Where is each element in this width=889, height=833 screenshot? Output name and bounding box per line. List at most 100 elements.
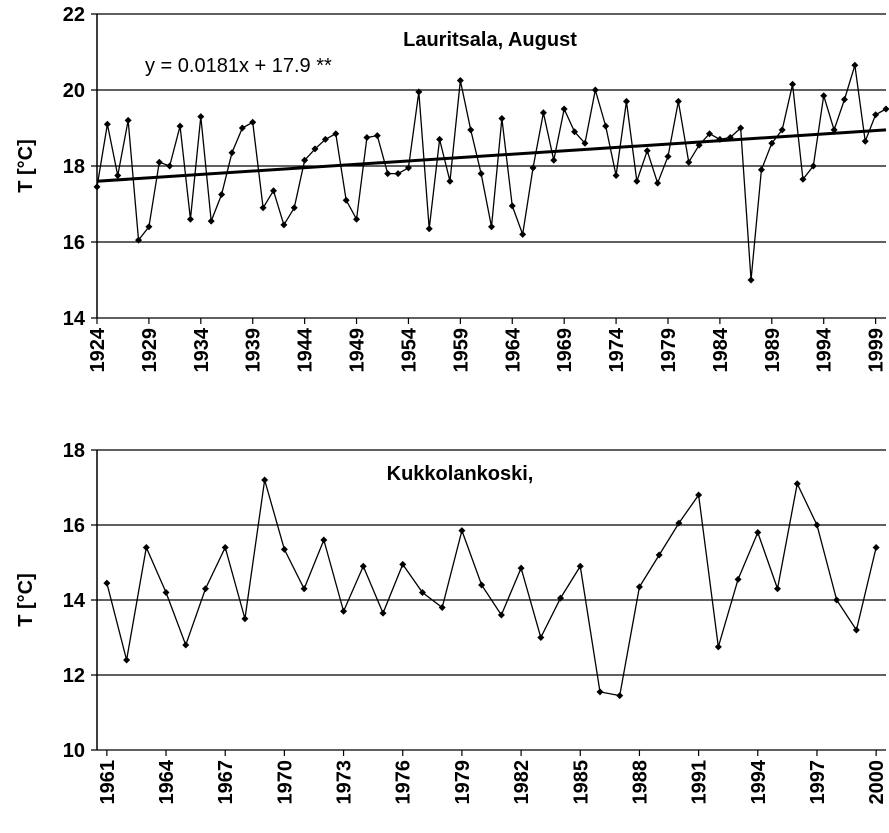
x-tick-label: 1964 bbox=[502, 327, 524, 372]
y-tick-label: 18 bbox=[63, 440, 85, 462]
marker bbox=[754, 529, 761, 536]
marker bbox=[156, 159, 163, 166]
marker bbox=[789, 81, 796, 88]
x-tick-label: 1970 bbox=[274, 760, 296, 805]
marker bbox=[715, 643, 722, 650]
marker bbox=[613, 172, 620, 179]
annotation: Kukkolankoski, bbox=[387, 463, 534, 485]
marker bbox=[360, 563, 367, 570]
marker bbox=[202, 585, 209, 592]
marker bbox=[872, 111, 879, 118]
y-axis-label: T [°C] bbox=[15, 139, 37, 193]
y-tick-label: 12 bbox=[63, 665, 85, 687]
marker bbox=[218, 191, 225, 198]
series-line bbox=[107, 480, 876, 696]
marker bbox=[478, 170, 485, 177]
marker bbox=[550, 157, 557, 164]
x-tick-label: 1967 bbox=[215, 760, 237, 805]
marker bbox=[125, 117, 132, 124]
marker bbox=[656, 552, 663, 559]
marker bbox=[774, 585, 781, 592]
marker bbox=[182, 642, 189, 649]
x-tick-label: 1988 bbox=[629, 760, 651, 805]
marker bbox=[380, 610, 387, 617]
marker bbox=[735, 576, 742, 583]
marker bbox=[685, 159, 692, 166]
marker bbox=[446, 178, 453, 185]
x-tick-label: 1949 bbox=[347, 328, 369, 373]
marker bbox=[343, 197, 350, 204]
x-tick-label: 2000 bbox=[866, 760, 888, 805]
marker bbox=[123, 657, 130, 664]
y-axis-label: T [°C] bbox=[15, 573, 37, 627]
marker bbox=[820, 92, 827, 99]
marker bbox=[664, 153, 671, 160]
marker bbox=[636, 583, 643, 590]
marker bbox=[623, 98, 630, 105]
marker bbox=[228, 149, 235, 156]
y-tick-label: 16 bbox=[63, 515, 85, 537]
marker bbox=[163, 589, 170, 596]
y-tick-label: 20 bbox=[63, 80, 85, 102]
x-tick-label: 1979 bbox=[452, 760, 474, 805]
marker bbox=[841, 96, 848, 103]
x-tick-label: 1944 bbox=[295, 327, 317, 372]
marker bbox=[281, 546, 288, 553]
marker bbox=[519, 231, 526, 238]
marker bbox=[241, 615, 248, 622]
marker bbox=[384, 170, 391, 177]
x-tick-label: 1934 bbox=[191, 327, 213, 372]
x-tick-label: 1985 bbox=[570, 760, 592, 805]
marker bbox=[143, 544, 150, 551]
marker bbox=[748, 277, 755, 284]
marker bbox=[249, 119, 256, 126]
marker bbox=[261, 477, 268, 484]
x-tick-label: 1939 bbox=[243, 328, 265, 373]
x-tick-label: 1929 bbox=[139, 328, 161, 373]
marker bbox=[197, 113, 204, 120]
marker bbox=[488, 223, 495, 230]
x-tick-label: 1959 bbox=[450, 328, 472, 373]
marker bbox=[222, 544, 229, 551]
marker bbox=[853, 627, 860, 634]
marker bbox=[873, 544, 880, 551]
x-tick-label: 1989 bbox=[762, 328, 784, 373]
y-tick-label: 22 bbox=[63, 4, 85, 26]
marker bbox=[260, 204, 267, 211]
marker bbox=[332, 130, 339, 137]
x-tick-label: 1997 bbox=[807, 760, 829, 805]
marker bbox=[561, 106, 568, 113]
marker bbox=[813, 522, 820, 529]
marker bbox=[436, 136, 443, 143]
marker bbox=[426, 225, 433, 232]
marker bbox=[616, 692, 623, 699]
marker bbox=[291, 204, 298, 211]
x-tick-label: 1999 bbox=[866, 328, 888, 373]
marker bbox=[518, 565, 525, 572]
marker bbox=[239, 125, 246, 132]
marker bbox=[862, 138, 869, 145]
marker bbox=[363, 134, 370, 141]
marker bbox=[395, 170, 402, 177]
marker bbox=[104, 121, 111, 128]
y-tick-label: 16 bbox=[63, 232, 85, 254]
y-tick-label: 14 bbox=[63, 590, 86, 612]
marker bbox=[592, 87, 599, 94]
marker bbox=[478, 582, 485, 589]
marker bbox=[602, 123, 609, 130]
marker bbox=[537, 634, 544, 641]
marker bbox=[498, 612, 505, 619]
marker bbox=[270, 187, 277, 194]
x-tick-label: 1979 bbox=[658, 328, 680, 373]
trend-label: y = 0.0181x + 17.9 ** bbox=[145, 55, 332, 77]
y-tick-label: 18 bbox=[63, 156, 85, 178]
marker bbox=[94, 183, 101, 190]
marker bbox=[103, 580, 110, 587]
marker bbox=[833, 597, 840, 604]
marker bbox=[794, 480, 801, 487]
marker bbox=[851, 62, 858, 69]
marker bbox=[540, 109, 547, 116]
marker bbox=[114, 172, 121, 179]
x-tick-label: 1924 bbox=[87, 327, 109, 372]
x-tick-label: 1994 bbox=[814, 327, 836, 372]
